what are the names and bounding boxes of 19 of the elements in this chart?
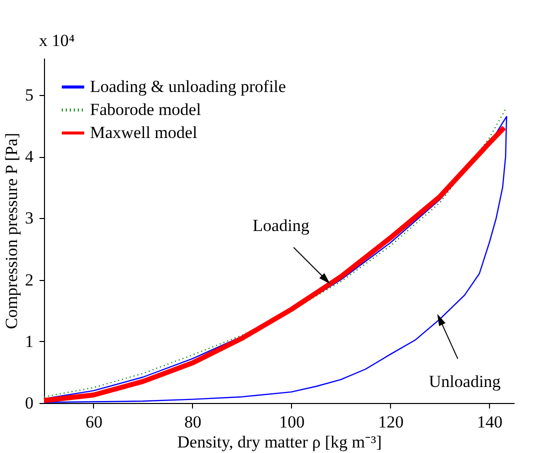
y-tick-label: 1 [25,332,34,351]
y-tick-label: 5 [25,85,34,104]
x-tick-label: 140 [477,412,503,432]
y-tick-label: 0 [25,394,34,412]
legend-label: Faborode model [90,100,202,119]
annotation: Loading [252,216,310,235]
x-tick-label: 60 [85,412,102,432]
annotation: Unloading [428,372,502,392]
x-axis-title: Density, dry matter ρ [kg m⁻³] [177,432,382,452]
legend-label: Loading & unloading profile [90,77,286,96]
x-tick-label: 80 [184,412,202,432]
y-axis-title: Compression pressure P [Pa] [2,132,21,330]
x-tick-label: 120 [378,412,404,432]
y-tick-label: 4 [25,147,34,166]
legend-label: Maxwell model [90,123,198,142]
text: x 10⁴ [39,31,75,50]
y-tick-label: 2 [25,270,34,290]
x-tick-label: 100 [279,412,305,432]
y-tick-label: 3 [25,208,34,228]
